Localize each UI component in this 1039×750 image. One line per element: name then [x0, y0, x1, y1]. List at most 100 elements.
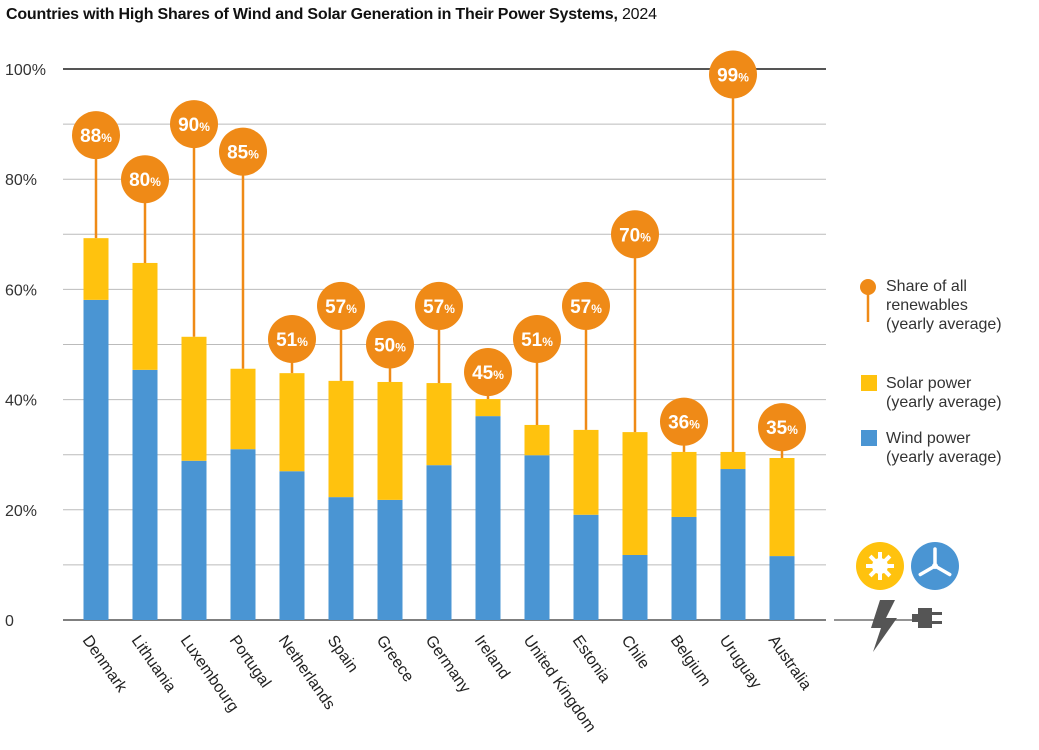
x-tick-label: Ireland: [471, 633, 513, 683]
bar-solar: [426, 383, 452, 466]
renewables-label: 70%: [619, 225, 651, 246]
bar-solar: [279, 373, 305, 472]
x-tick-label: Greece: [373, 633, 417, 686]
x-tick-label: Estonia: [569, 633, 614, 687]
renewables-bubble: [464, 348, 512, 397]
legend-text: renewables: [886, 297, 968, 314]
renewables-bubble: [121, 155, 169, 204]
bar-wind: [769, 556, 795, 620]
lightning-icon: [871, 600, 897, 652]
bar-wind: [475, 416, 501, 620]
x-tick-label: Uruguay: [716, 633, 765, 692]
x-tick-label: Chile: [618, 633, 653, 673]
renewables-bubble: [415, 281, 463, 330]
renewables-label: 57%: [570, 297, 602, 318]
renewables-label: 57%: [423, 297, 455, 318]
bar-solar: [230, 368, 256, 450]
y-tick-label: 0: [5, 613, 14, 630]
bar-solar: [132, 262, 158, 370]
renewables-label: 50%: [374, 336, 406, 357]
renewables-bubble: [366, 320, 414, 369]
x-tick-label: Lithuania: [128, 633, 179, 696]
legend-text: Wind power: [886, 430, 971, 447]
bar-wind: [132, 369, 158, 620]
x-tick-label: Spain: [324, 633, 361, 676]
legend-text: Solar power: [886, 375, 972, 392]
bar-wind: [181, 460, 207, 620]
bar-solar: [377, 381, 403, 500]
bar-wind: [377, 499, 403, 620]
bar-solar: [524, 424, 550, 456]
legend-solar: Solar power (yearly average): [886, 374, 1002, 412]
legend-text: (yearly average): [886, 316, 1002, 333]
renewables-label: 90%: [178, 115, 210, 136]
renewables-bubble: [268, 314, 316, 363]
legend-text: (yearly average): [886, 449, 1002, 466]
x-tick-label: Portugal: [226, 633, 274, 692]
renewables-bubble: [660, 397, 708, 446]
bar-solar: [181, 336, 207, 461]
renewables-label: 99%: [717, 66, 749, 87]
bar-solar: [671, 451, 697, 517]
renewables-bubble: [611, 210, 659, 259]
legend-text: Share of all: [886, 278, 967, 295]
bar-solar: [720, 451, 746, 470]
legend-renewables: Share of all renewables (yearly average): [886, 277, 1002, 334]
renewables-label: 80%: [129, 170, 161, 191]
legend-wind: Wind power (yearly average): [886, 429, 1002, 467]
y-tick-label: 80%: [5, 172, 37, 189]
y-tick-label: 20%: [5, 503, 37, 520]
x-tick-label: Germany: [422, 633, 474, 697]
renewables-label: 88%: [80, 126, 112, 147]
renewables-label: 36%: [668, 413, 700, 434]
bar-solar: [475, 399, 501, 417]
chart-title: Countries with High Shares of Wind and S…: [6, 6, 657, 24]
bar-wind: [720, 469, 746, 620]
x-tick-label: Denmark: [79, 633, 131, 697]
renewables-bubble: [709, 50, 757, 99]
y-tick-label: 60%: [5, 282, 37, 299]
renewables-label: 35%: [766, 418, 798, 439]
x-tick-label: Belgium: [667, 633, 714, 690]
sun-core: [872, 558, 888, 574]
renewables-label: 51%: [276, 330, 308, 351]
bar-solar: [83, 238, 109, 300]
renewables-label: 57%: [325, 297, 357, 318]
bar-wind: [83, 299, 109, 620]
bar-wind: [279, 471, 305, 620]
renewables-bubble: [72, 111, 120, 160]
legend-text: (yearly average): [886, 394, 1002, 411]
renewables-bubble: [758, 403, 806, 452]
title-year: 2024: [621, 6, 657, 23]
renewables-label: 45%: [472, 363, 504, 384]
turbine-hub: [932, 563, 938, 569]
bar-solar: [769, 458, 795, 557]
y-tick-label: 100%: [5, 62, 46, 79]
bar-solar: [573, 429, 599, 515]
renewables-bubble: [513, 314, 561, 363]
renewables-bubble: [219, 127, 267, 176]
renewables-bubble: [562, 281, 610, 330]
bar-wind: [426, 465, 452, 620]
bar-wind: [622, 554, 648, 620]
bar-wind: [573, 514, 599, 620]
bar-solar: [328, 380, 354, 498]
bar-wind: [671, 516, 697, 620]
legend-renewables-icon: [860, 279, 876, 295]
bar-wind: [524, 455, 550, 620]
legend-solar-swatch: [861, 375, 877, 391]
renewables-bubble: [317, 281, 365, 330]
renewables-label: 85%: [227, 143, 259, 164]
legend-wind-swatch: [861, 430, 877, 446]
title-text: Countries with High Shares of Wind and S…: [6, 6, 618, 23]
bar-wind: [230, 449, 256, 620]
renewables-label: 51%: [521, 330, 553, 351]
y-tick-label: 40%: [5, 393, 37, 410]
x-tick-label: Australia: [765, 633, 815, 694]
bar-solar: [622, 432, 648, 555]
plug-icon: [912, 608, 942, 628]
renewables-bubble: [170, 100, 218, 149]
bar-wind: [328, 497, 354, 620]
